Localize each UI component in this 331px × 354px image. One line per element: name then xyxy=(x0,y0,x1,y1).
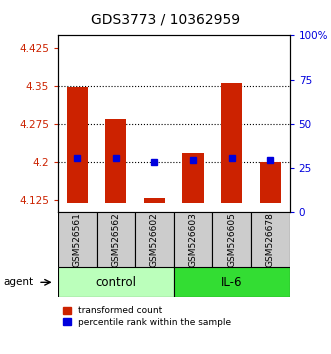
Text: GSM526562: GSM526562 xyxy=(111,212,120,267)
Bar xyxy=(135,212,174,267)
Text: GSM526603: GSM526603 xyxy=(189,212,198,267)
Text: GDS3773 / 10362959: GDS3773 / 10362959 xyxy=(91,12,240,27)
Text: control: control xyxy=(95,276,136,289)
Bar xyxy=(144,198,165,203)
Text: IL-6: IL-6 xyxy=(221,276,242,289)
Bar xyxy=(182,153,204,203)
Legend: transformed count, percentile rank within the sample: transformed count, percentile rank withi… xyxy=(63,306,232,327)
Bar xyxy=(251,212,290,267)
Bar xyxy=(58,212,97,267)
Bar xyxy=(97,212,135,267)
Bar xyxy=(105,119,126,203)
Text: GSM526602: GSM526602 xyxy=(150,212,159,267)
Bar xyxy=(213,212,251,267)
Bar xyxy=(67,87,88,203)
Text: agent: agent xyxy=(3,277,33,287)
Text: GSM526605: GSM526605 xyxy=(227,212,236,267)
Text: GSM526678: GSM526678 xyxy=(266,212,275,267)
Bar xyxy=(174,267,290,297)
Bar xyxy=(221,84,242,203)
Bar xyxy=(174,212,213,267)
Text: GSM526561: GSM526561 xyxy=(73,212,82,267)
Bar xyxy=(58,267,174,297)
Bar xyxy=(260,162,281,203)
